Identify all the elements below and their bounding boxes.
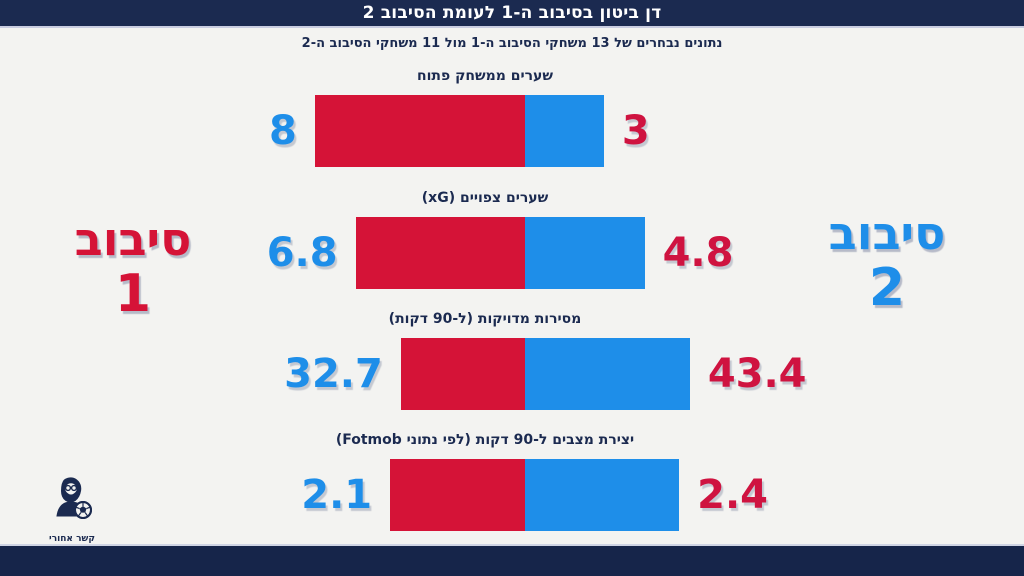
page-title: דן ביטון בסיבוב ה-1 לעומת הסיבוב 2 [362, 3, 662, 23]
left-value: 32.7 [284, 351, 383, 397]
brand-logo: קשר אחורי [38, 476, 106, 544]
right-value: 2.4 [697, 472, 768, 518]
round2-bar-segment [524, 217, 645, 289]
right-value: 3 [621, 108, 650, 154]
metric-label: יצירת מצבים ל-90 דקות (לפי נתוני Fotmob) [335, 432, 635, 448]
legend-round-2-number: 2 [868, 258, 906, 318]
legend-round-2-word: סיבוב [828, 206, 946, 260]
metric-label: שערים ממשחק פתוח [417, 68, 553, 84]
metric-label: מסירות מדויקות (ל-90 דקות) [388, 311, 582, 327]
footer-band [0, 544, 1024, 576]
legend-round-1-word: סיבוב [74, 212, 192, 266]
metric-row-accurate-passes: מסירות מדויקות (ל-90 דקות) 32.7 43.4 [0, 311, 1024, 415]
round2-bar-segment [524, 338, 690, 410]
metric-row-chances-created: יצירת מצבים ל-90 דקות (לפי נתוני Fotmob)… [0, 432, 1024, 536]
round1-bar-segment [314, 95, 525, 167]
legend-round-2: סיבוב 2 [787, 210, 987, 314]
legend-round-1: סיבוב 1 [33, 216, 233, 320]
right-value: 4.8 [662, 230, 734, 276]
subtitle: נתונים נבחרים של 13 משחקי הסיבוב ה-1 מול… [301, 36, 723, 51]
comparison-bar: 6.8 4.8 [267, 217, 733, 289]
metric-label: שערים צפויים (xG) [421, 190, 549, 206]
comparison-bar: 8 3 [269, 95, 650, 167]
metric-row-open-play-goals: שערים ממשחק פתוח 8 3 [0, 68, 1024, 172]
bearded-man-with-soccer-ball-icon [56, 477, 92, 519]
left-value: 8 [268, 108, 297, 154]
round1-bar-segment [400, 338, 525, 410]
left-value: 2.1 [301, 472, 373, 518]
header-band: דן ביטון בסיבוב ה-1 לעומת הסיבוב 2 [0, 0, 1024, 28]
comparison-bar: 2.1 2.4 [301, 459, 768, 531]
legend-round-1-number: 1 [114, 264, 152, 324]
round2-bar-segment [524, 95, 604, 167]
round1-bar-segment [355, 217, 525, 289]
right-value: 43.4 [707, 351, 807, 397]
brand-name: קשר אחורי [49, 534, 95, 544]
left-value: 6.8 [266, 230, 338, 276]
metric-row-expected-goals: שערים צפויים (xG) 6.8 4.8 [0, 190, 1024, 294]
comparison-bar: 32.7 43.4 [284, 338, 807, 410]
round1-bar-segment [390, 459, 525, 531]
round2-bar-segment [524, 459, 680, 531]
